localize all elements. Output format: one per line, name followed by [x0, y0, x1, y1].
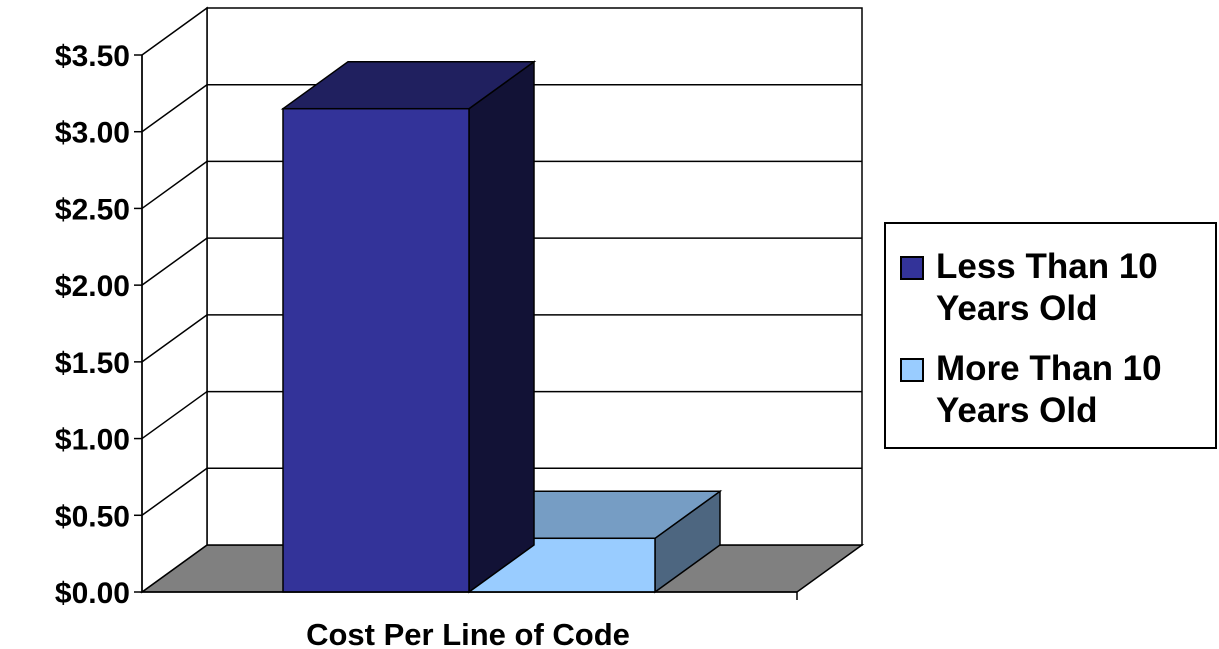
y-tick-labels: $0.00 $0.50 $1.00 $1.50 $2.00 $2.50 $3.00 $3.50 [55, 40, 130, 610]
chart-side-wall [141, 6, 208, 594]
y-tick-label: $2.00 [55, 270, 130, 303]
x-category-label: Cost Per Line of Code [306, 617, 630, 649]
gridline [141, 314, 862, 363]
gridline [141, 160, 862, 210]
y-tick-label: $0.00 [55, 577, 130, 610]
gridlines [141, 83, 862, 516]
axes [134, 54, 798, 600]
legend-item-more-than-10: More Than 10 Years Old [900, 348, 1206, 432]
gridline [141, 467, 862, 516]
legend-swatch-less-than-10 [900, 256, 924, 280]
legend-label-more-than-10: More Than 10 Years Old [936, 349, 1162, 430]
legend-swatch-more-than-10 [900, 358, 924, 382]
bar-side-less-than-10 [468, 60, 535, 594]
gridline [141, 390, 862, 440]
y-tick-label: $2.50 [55, 193, 130, 226]
bars [280, 60, 723, 594]
y-tick-label: $1.00 [55, 424, 130, 457]
bar-front-less-than-10 [282, 107, 470, 593]
gridline [141, 83, 862, 133]
bar-less-than-10 [280, 60, 537, 594]
gridline [141, 237, 862, 286]
y-tick-label: $1.50 [55, 347, 130, 380]
legend-label-less-than-10: Less Than 10 Years Old [936, 247, 1158, 328]
y-tick-label: $3.50 [55, 40, 130, 73]
y-tick-label: $3.00 [55, 117, 130, 150]
legend-item-less-than-10: Less Than 10 Years Old [900, 246, 1206, 330]
legend: Less Than 10 Years Old More Than 10 Year… [884, 222, 1217, 449]
y-tick-label: $0.50 [55, 500, 130, 533]
